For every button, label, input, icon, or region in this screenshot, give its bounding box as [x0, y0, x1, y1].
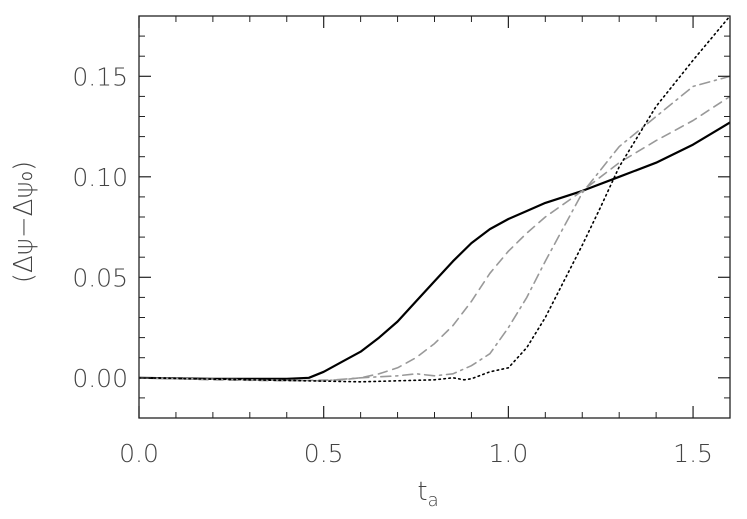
x-axis-title: ta	[417, 477, 438, 511]
y-axis-title: (Δψ−Δψ₀)	[9, 161, 39, 283]
y-tick-label: 0.10	[72, 163, 128, 192]
plot-area	[139, 16, 730, 383]
x-tick-label: 1.5	[673, 439, 713, 468]
x-tick-label: 1.0	[488, 439, 528, 468]
axes: 0.0 0.5 1.0 1.5 0.00 0.05 0.10 0.15	[72, 15, 731, 468]
series-line-dotted	[139, 16, 730, 383]
x-tick-label: 0.0	[119, 439, 159, 468]
y-tick-label: 0.05	[72, 263, 128, 292]
series-line-dashed	[139, 95, 730, 382]
y-tick-label: 0.15	[72, 62, 128, 91]
plot-frame	[138, 15, 731, 419]
x-axis-title-subscript: a	[428, 490, 439, 511]
series-line-solid	[139, 121, 730, 380]
y-tick-label: 0.00	[72, 364, 128, 393]
x-tick-label: 0.5	[304, 439, 344, 468]
series-line-dashdot	[139, 75, 730, 382]
